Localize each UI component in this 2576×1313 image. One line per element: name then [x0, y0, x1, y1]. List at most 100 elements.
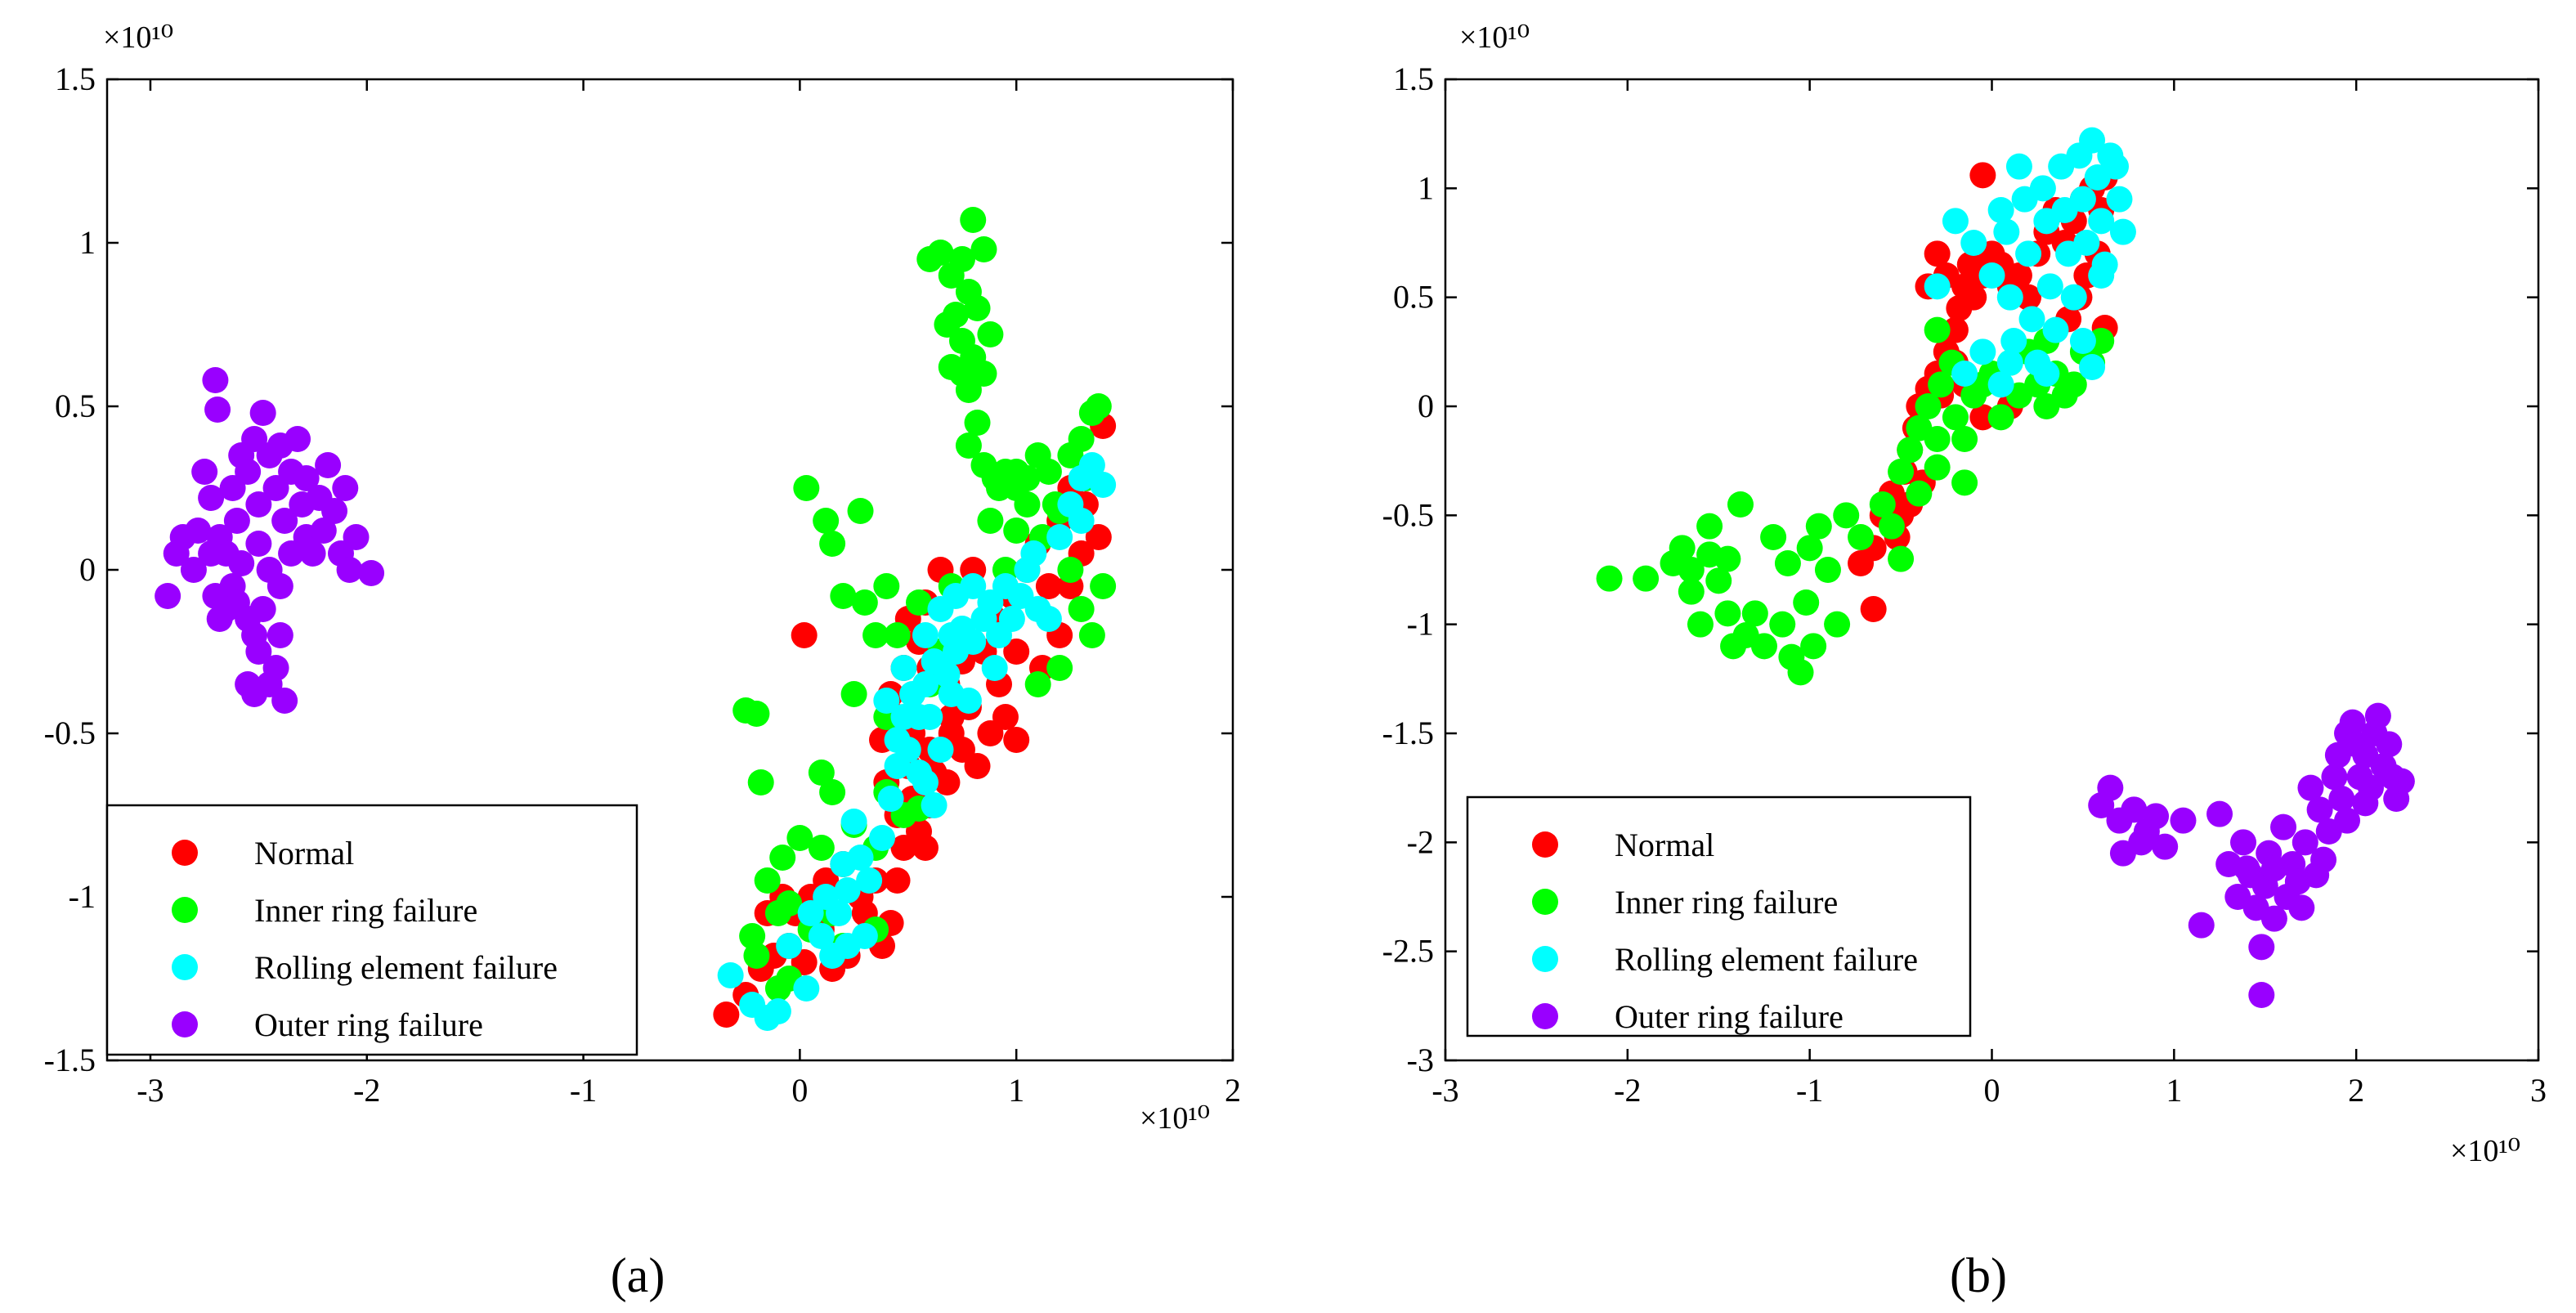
- point-outer: [2188, 912, 2215, 939]
- point-outer: [2364, 702, 2391, 729]
- point-inner: [964, 295, 991, 321]
- point-inner: [948, 246, 975, 272]
- point-inner: [1996, 349, 2023, 376]
- point-inner: [1750, 633, 1777, 660]
- y-tick-label: -0.5: [1382, 496, 1434, 533]
- point-normal: [2005, 262, 2032, 289]
- y-tick-label: -2.5: [1382, 933, 1434, 970]
- point-inner: [1003, 459, 1030, 485]
- plot-area-b: [1596, 127, 2415, 1008]
- point-rolling: [2011, 186, 2038, 213]
- point-rolling: [2048, 153, 2075, 180]
- point-inner: [2079, 349, 2106, 376]
- point-outer: [249, 400, 276, 426]
- point-outer: [2379, 764, 2406, 791]
- point-inner: [977, 508, 1004, 534]
- point-rolling: [873, 688, 900, 714]
- point-rolling: [1996, 349, 2023, 376]
- point-rolling: [1020, 540, 1047, 567]
- point-inner: [743, 943, 770, 969]
- panel-caption-a: (a): [611, 1248, 665, 1302]
- x-tick-label: -3: [1431, 1072, 1458, 1109]
- point-normal: [1888, 502, 1915, 529]
- point-rolling: [764, 998, 791, 1024]
- point-inner: [1057, 557, 1084, 583]
- point-outer: [332, 475, 359, 501]
- point-inner: [1774, 550, 1801, 576]
- x-tick-label: 3: [2530, 1072, 2547, 1109]
- point-normal: [1933, 338, 1960, 365]
- point-normal: [2055, 306, 2082, 333]
- point-inner: [1660, 550, 1687, 576]
- legend-marker-normal: [172, 840, 198, 866]
- point-outer: [2230, 829, 2257, 856]
- point-outer: [2343, 731, 2370, 758]
- point-inner: [960, 207, 987, 233]
- x-tick-label: 1: [2166, 1072, 2182, 1109]
- point-normal: [2091, 164, 2118, 190]
- point-normal: [1915, 273, 1942, 300]
- point-outer: [2206, 800, 2233, 827]
- x-tick-label: -1: [570, 1072, 597, 1109]
- point-outer: [262, 655, 289, 681]
- point-inner: [1696, 513, 1723, 540]
- point-rolling: [856, 867, 883, 894]
- point-inner: [847, 498, 874, 524]
- point-normal: [1996, 273, 2023, 300]
- point-normal: [1003, 639, 1030, 665]
- point-normal: [713, 1002, 740, 1028]
- point-outer: [235, 459, 262, 485]
- y-tick-label: 1.5: [1393, 60, 1434, 97]
- point-outer: [2321, 764, 2348, 791]
- point-inner: [1888, 545, 1915, 572]
- point-outer: [2292, 829, 2318, 856]
- point-inner: [2069, 338, 2096, 365]
- point-normal: [2073, 262, 2100, 289]
- point-rolling: [998, 606, 1025, 632]
- point-inner: [1014, 491, 1041, 518]
- point-inner: [1787, 659, 1814, 686]
- point-normal: [1878, 480, 1905, 507]
- x-tick-label: 2: [1225, 1072, 1241, 1109]
- point-outer: [2357, 774, 2384, 801]
- point-outer: [241, 681, 268, 707]
- point-rolling: [1996, 284, 2023, 311]
- point-rolling: [2042, 316, 2069, 343]
- point-normal: [2088, 197, 2115, 223]
- y-tick-label: -1.5: [44, 1042, 96, 1078]
- point-outer: [2260, 905, 2287, 932]
- point-normal: [2033, 218, 2060, 245]
- point-outer: [2339, 709, 2366, 736]
- point-rolling: [808, 923, 835, 949]
- point-inner: [955, 432, 982, 459]
- point-normal: [2042, 197, 2069, 223]
- point-inner: [2060, 371, 2087, 398]
- point-rolling: [2103, 153, 2130, 180]
- point-normal: [1897, 491, 1924, 518]
- point-inner: [743, 701, 770, 727]
- point-outer: [2251, 872, 2278, 899]
- point-outer: [2248, 934, 2275, 961]
- point-normal: [2024, 240, 2051, 267]
- point-inner: [808, 760, 835, 786]
- legend-label: Inner ring failure: [1615, 884, 1838, 921]
- point-outer: [2152, 833, 2179, 860]
- x-tick-label: 1: [1008, 1072, 1024, 1109]
- point-rolling: [1068, 508, 1095, 534]
- point-normal: [2066, 284, 2093, 311]
- point-normal: [1969, 404, 1996, 431]
- point-inner: [1888, 459, 1915, 485]
- legend-marker-rolling: [172, 954, 198, 980]
- point-inner: [1678, 578, 1705, 605]
- point-rolling: [912, 769, 939, 795]
- point-inner: [1924, 454, 1951, 481]
- point-rolling: [1942, 208, 1969, 235]
- point-outer: [245, 531, 272, 557]
- x-tick-label: -2: [353, 1072, 380, 1109]
- point-inner: [970, 236, 997, 262]
- point-outer: [2256, 840, 2283, 867]
- point-inner: [1057, 442, 1084, 468]
- point-outer: [2315, 818, 2342, 845]
- point-inner: [1906, 415, 1933, 441]
- point-outer: [2143, 803, 2170, 830]
